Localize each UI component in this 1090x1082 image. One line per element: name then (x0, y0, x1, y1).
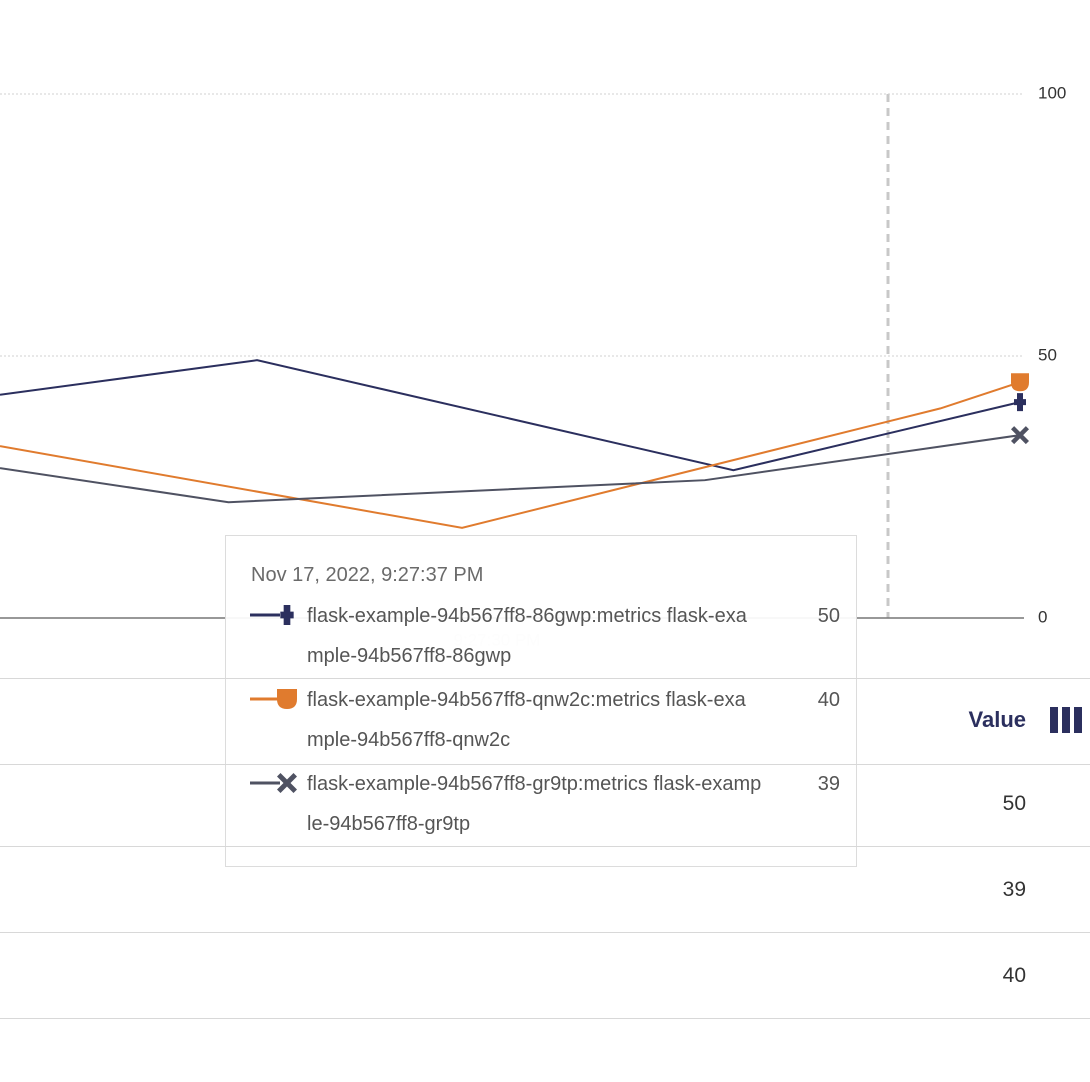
legend-icon (250, 689, 297, 709)
table-border (0, 764, 1090, 765)
point-marker (1014, 393, 1026, 412)
point-marker (1011, 373, 1029, 392)
series-line (0, 381, 1021, 529)
point-marker (1011, 426, 1029, 445)
tooltip: Nov 17, 2022, 9:27:37 PM flask-example-9… (225, 535, 857, 867)
tooltip-title: Nov 17, 2022, 9:27:37 PM (251, 564, 484, 586)
table-border (0, 846, 1090, 847)
tooltip-label: flask-example-94b567ff8-gr9tp:metrics fl… (307, 773, 762, 835)
tooltip-value: 39 (817, 773, 840, 795)
tooltip-value: 50 (817, 605, 840, 627)
table-cell: 39 (1002, 878, 1026, 901)
table-header[interactable]: Value (968, 707, 1026, 732)
tooltip-item: flask-example-94b567ff8-gr9tp:metrics fl… (250, 764, 840, 848)
legend-icon (250, 773, 297, 793)
legend-marker (280, 605, 294, 625)
table-border (0, 932, 1090, 933)
table-cell: 50 (1002, 792, 1026, 815)
series-line (0, 359, 1021, 472)
series-line (0, 434, 1021, 504)
legend-marker (277, 689, 297, 709)
y-tick-label: 100 (1038, 83, 1066, 102)
tooltip-item: flask-example-94b567ff8-qnw2c:metrics fl… (250, 680, 840, 764)
legend-icon (250, 605, 294, 625)
tooltip-label: flask-example-94b567ff8-qnw2c:metrics fl… (307, 689, 746, 751)
tooltip-label: flask-example-94b567ff8-86gwp:metrics fl… (307, 605, 747, 667)
legend-marker (277, 773, 297, 793)
y-tick-label: 0 (1038, 607, 1047, 626)
tooltip-item: flask-example-94b567ff8-86gwp:metrics fl… (250, 596, 840, 680)
table-border (0, 1018, 1090, 1019)
y-tick-label: 50 (1038, 345, 1057, 364)
table-cell: 40 (1002, 964, 1026, 987)
tooltip-value: 40 (817, 689, 840, 711)
table-border (0, 678, 1090, 679)
columns-icon[interactable] (1050, 707, 1086, 733)
